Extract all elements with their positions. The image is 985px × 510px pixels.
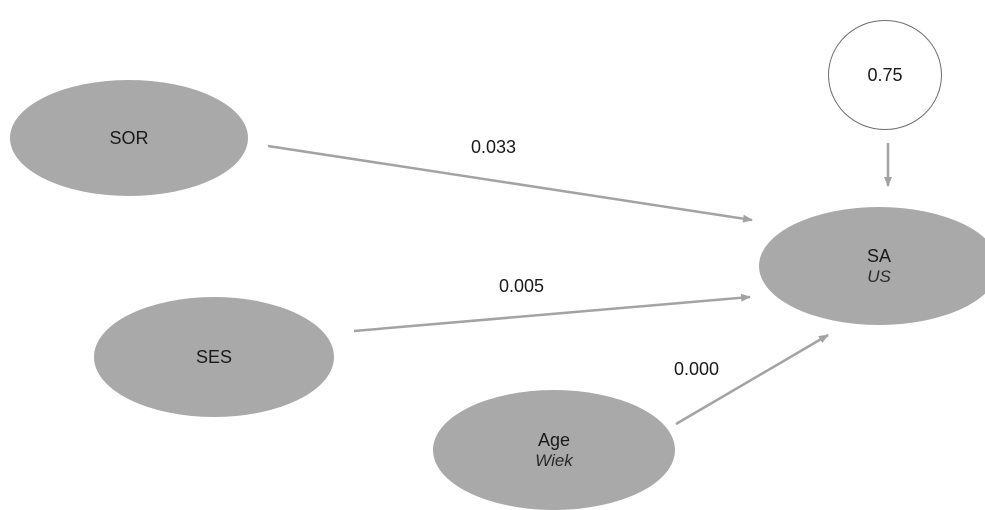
node-sor-label: SOR bbox=[109, 127, 149, 148]
node-sa: SA US bbox=[759, 207, 985, 325]
coef-sor-to-sa: 0.033 bbox=[471, 137, 517, 157]
coef-age-to-sa: 0.000 bbox=[674, 359, 720, 379]
node-age-sublabel: Wiek bbox=[535, 451, 573, 470]
node-age-label: Age bbox=[537, 430, 571, 450]
node-ses: SES bbox=[94, 297, 334, 417]
arrow-ses-to-sa bbox=[353, 293, 751, 333]
node-error-term-label: 0.75 bbox=[867, 64, 903, 85]
coef-ses-to-sa: 0.005 bbox=[499, 276, 545, 296]
node-ses-label: SES bbox=[195, 346, 233, 367]
node-age: Age Wiek bbox=[433, 390, 675, 510]
node-sa-sublabel: US bbox=[867, 267, 891, 286]
arrow-age-to-sa bbox=[675, 333, 829, 426]
node-sor: SOR bbox=[10, 80, 248, 196]
node-error-term: 0.75 bbox=[828, 20, 942, 130]
arrow-sor-to-sa bbox=[267, 144, 753, 223]
node-sa-label: SA bbox=[866, 246, 891, 266]
